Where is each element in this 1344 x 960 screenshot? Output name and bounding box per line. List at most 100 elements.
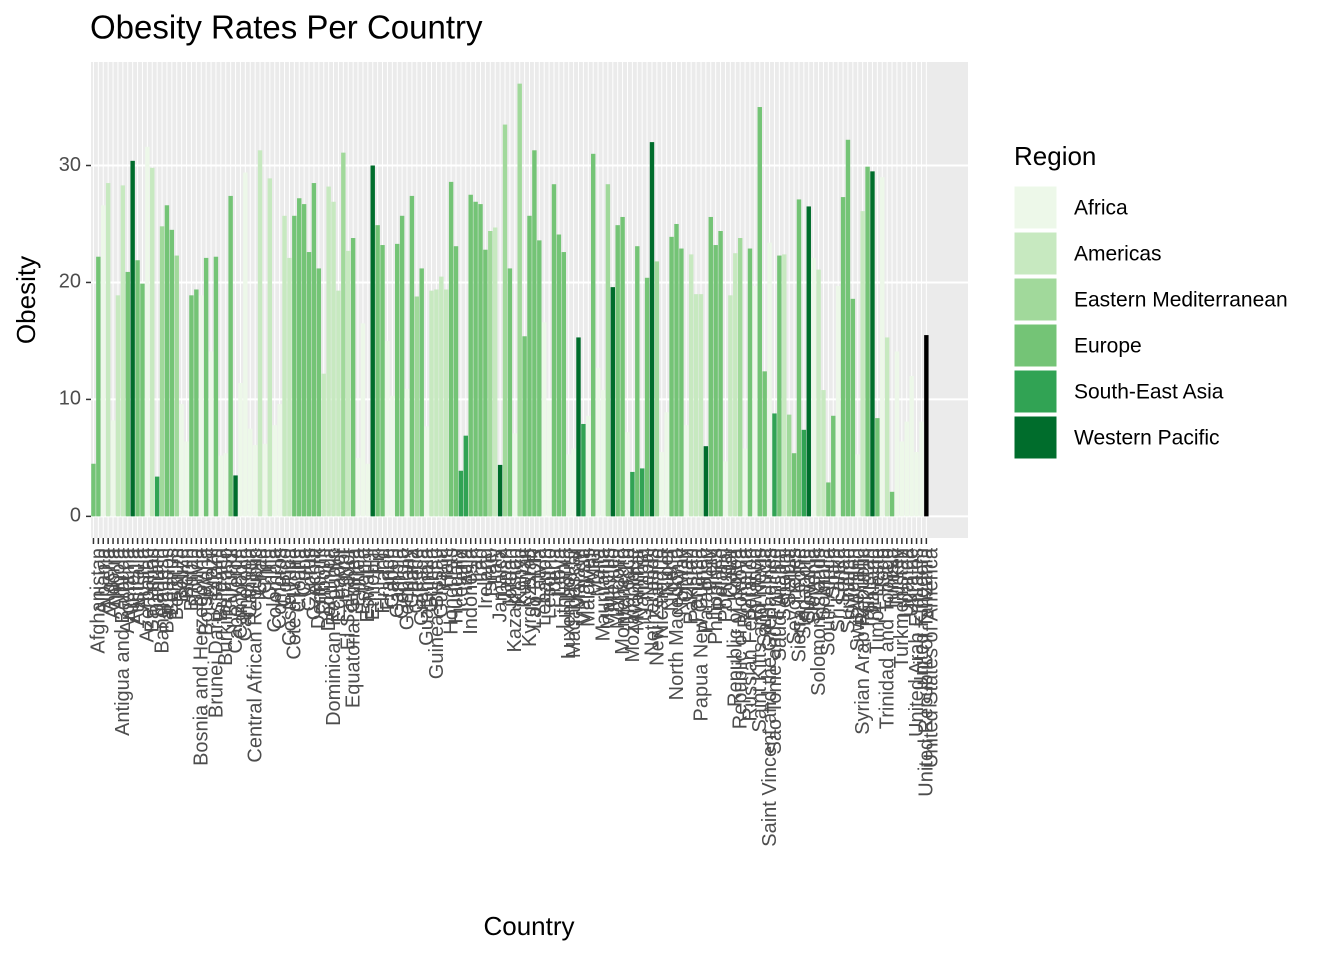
bar: [331, 201, 336, 517]
x-tick-label: Thailand: [862, 548, 884, 625]
legend-label: Europe: [1074, 335, 1142, 358]
bar: [316, 268, 322, 517]
legend-swatch: [1013, 323, 1058, 368]
bar: [287, 257, 292, 517]
bar: [194, 289, 199, 517]
bar: [404, 388, 410, 517]
x-tick-label: Solomon Islands: [808, 548, 830, 696]
x-tick-label: Bosnia and Herzegovina: [191, 547, 213, 766]
x-tick-label: Oman: [676, 548, 698, 602]
x-tick-label: Dominica: [318, 547, 340, 631]
x-tick-label: Somalia: [813, 547, 835, 620]
bar: [600, 390, 606, 517]
bar: [796, 199, 802, 517]
x-tick-label: Grenada: [411, 547, 433, 626]
x-tick-label: Malta: [587, 547, 609, 597]
bar: [267, 178, 273, 517]
bar: [541, 322, 547, 517]
x-tick-label: Bahamas: [142, 548, 164, 633]
bar: [630, 471, 635, 517]
bar: [786, 414, 792, 517]
bar: [243, 172, 248, 517]
x-tick-label: Burkina Faso: [215, 548, 237, 666]
bar: [223, 453, 228, 517]
bar: [816, 269, 821, 517]
bar: [135, 260, 140, 517]
x-tick-label: Guyana: [431, 547, 453, 618]
bar: [546, 400, 552, 517]
x-tick-label: Sierra Leone: [788, 548, 810, 663]
bar: [336, 290, 341, 517]
bar: [463, 435, 469, 517]
x-tick-label: Saint Lucia: [754, 547, 776, 647]
bar: [419, 268, 424, 517]
x-tick-label: Sudan: [832, 548, 854, 606]
legend-swatch: [1013, 369, 1058, 414]
x-tick-label: Myanmar: [627, 548, 649, 632]
bar: [282, 215, 287, 517]
bar: [595, 367, 601, 517]
bar: [767, 242, 772, 517]
bar: [581, 423, 586, 517]
x-tick-label: Germany: [396, 548, 418, 630]
bar: [522, 336, 527, 517]
bar: [684, 425, 689, 517]
x-tick-label: Denmark: [308, 547, 330, 629]
bar: [551, 184, 557, 517]
x-tick-label: Hungary: [445, 548, 467, 624]
bar: [698, 294, 704, 517]
x-tick-label: France: [377, 548, 399, 610]
x-tick-label: Spain: [823, 548, 845, 599]
x-tick-label: Georgia: [391, 547, 413, 619]
bar: [679, 248, 684, 517]
x-tick-label: Senegal: [774, 548, 796, 621]
bar: [674, 223, 679, 517]
bar: [483, 249, 488, 517]
y-tick-label: 30: [59, 154, 81, 176]
x-tick-label: Paraguay: [695, 548, 717, 634]
x-tick-label: Sao Tome and Principe: [764, 548, 786, 754]
x-tick-label: Comoros: [269, 548, 291, 629]
bar: [752, 285, 758, 517]
bar: [865, 166, 870, 517]
x-tick-label: Czechia: [303, 547, 325, 620]
x-tick-label: Italy: [485, 548, 507, 585]
x-tick-label: Indonesia: [460, 547, 482, 635]
bar: [909, 376, 914, 517]
bar: [537, 240, 542, 517]
x-tick-label: Suriname: [837, 548, 859, 634]
x-tick-label: Argentina: [117, 547, 139, 633]
x-tick-label: Cyprus: [298, 548, 320, 611]
bar: [150, 167, 155, 517]
bar: [782, 254, 787, 517]
x-tick-label: Netherlands: [641, 548, 663, 656]
bar: [703, 446, 709, 517]
x-tick-label: Serbia: [779, 547, 801, 606]
x-tick-label: Namibia: [632, 547, 654, 621]
bar: [757, 107, 762, 517]
bar: [248, 428, 253, 517]
bar: [615, 225, 620, 517]
bar: [110, 420, 116, 517]
x-tick-label: Gabon: [382, 548, 404, 608]
bar: [252, 445, 258, 517]
x-tick-label: Mexico: [602, 548, 624, 611]
x-tick-label: New Zealand: [646, 548, 668, 666]
x-tick-label: Dominican Republic: [323, 548, 345, 726]
x-tick-label: Lithuania: [553, 547, 575, 629]
bar: [208, 351, 214, 517]
x-tick-label: Estonia: [352, 547, 374, 615]
bar: [492, 227, 498, 517]
x-tick-label: Bangladesh: [151, 548, 173, 654]
bar: [889, 491, 895, 517]
x-tick-label: Andorra: [102, 547, 124, 619]
bar: [762, 371, 767, 517]
x-tick-label: Timor-Leste: [867, 548, 889, 654]
x-tick-label: Congo: [274, 548, 296, 607]
x-tick-label: Fiji: [367, 548, 389, 574]
bar: [850, 298, 856, 517]
bar: [301, 204, 307, 517]
x-tick-label: Malawi: [568, 548, 590, 610]
bar: [257, 150, 263, 517]
